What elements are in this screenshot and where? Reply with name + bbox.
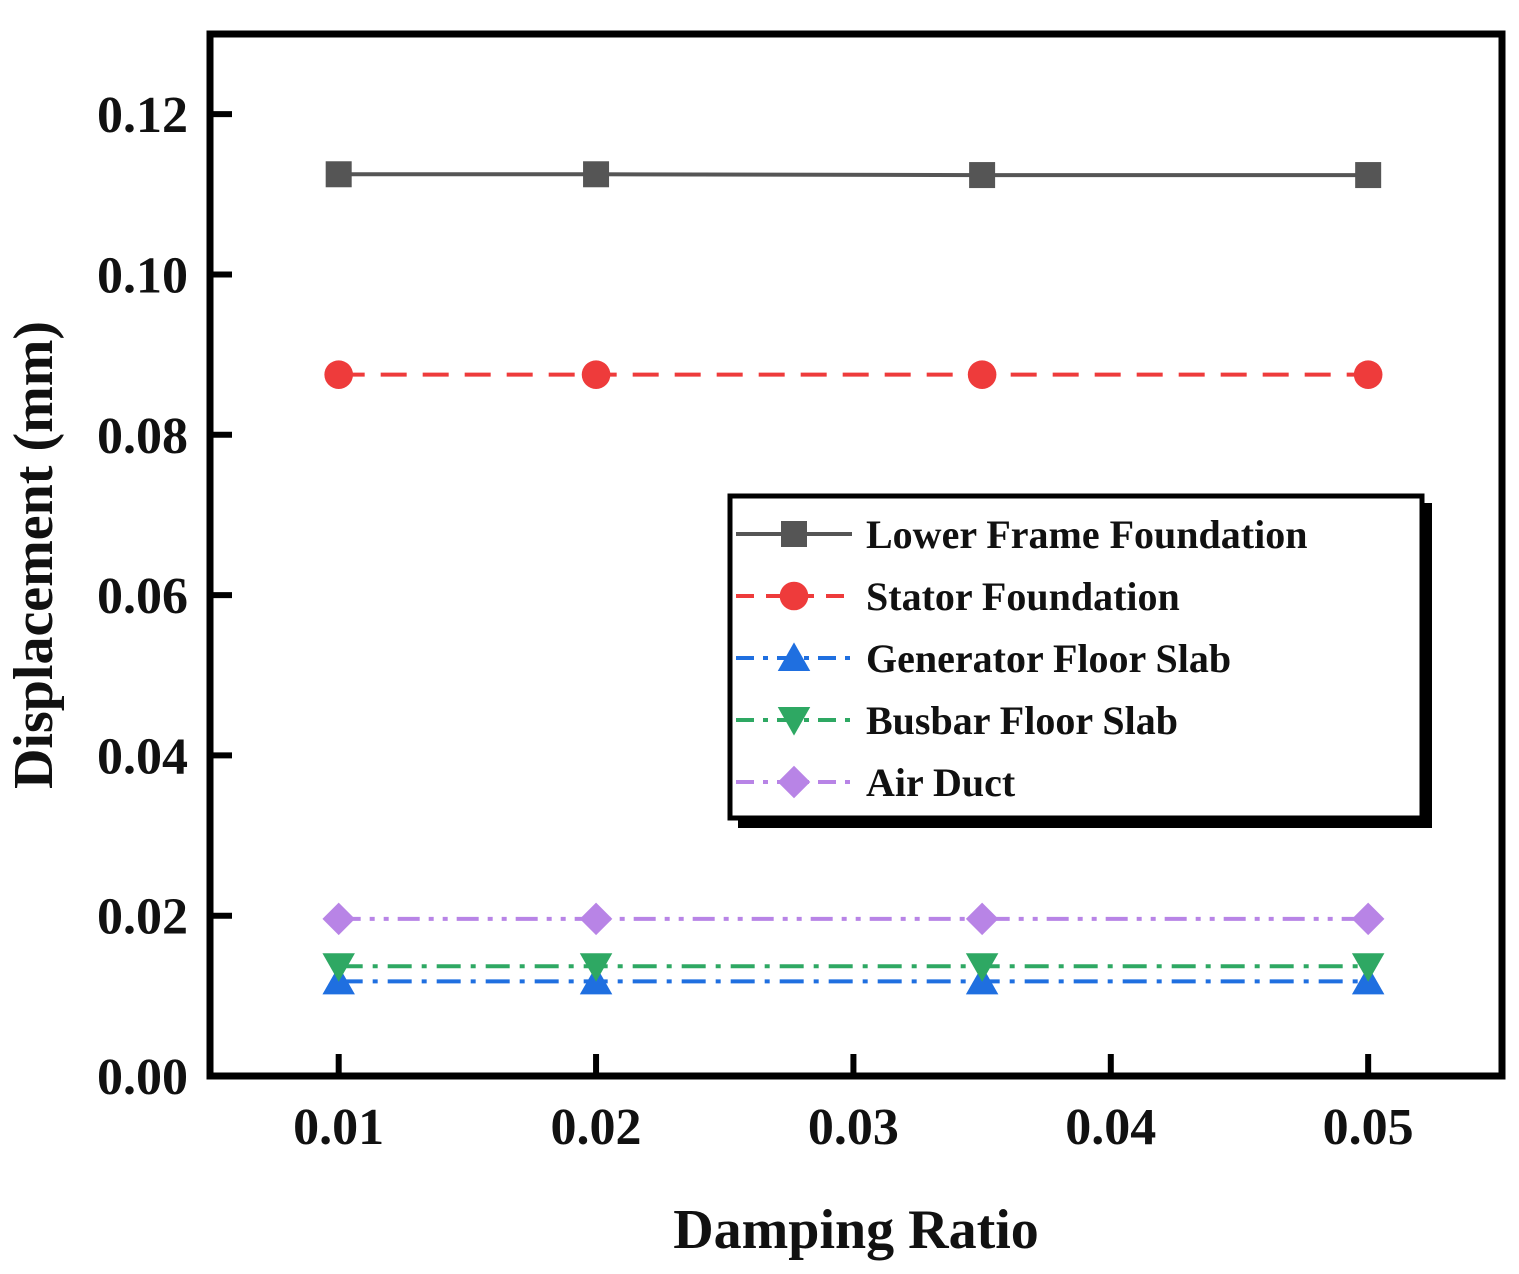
legend-label: Generator Floor Slab <box>866 636 1231 681</box>
y-tick-label: 0.06 <box>97 568 188 625</box>
y-tick-label: 0.02 <box>97 889 188 946</box>
legend-marker <box>777 707 811 736</box>
series-1 <box>324 360 1383 389</box>
data-point <box>1353 360 1383 389</box>
data-point <box>324 360 353 389</box>
data-point <box>325 161 352 188</box>
x-tick-label: 0.03 <box>808 1099 899 1156</box>
data-point <box>579 902 613 936</box>
x-axis-title: Damping Ratio <box>673 1199 1039 1261</box>
legend-item: Generator Floor Slab <box>736 636 1231 681</box>
data-point <box>1351 902 1385 936</box>
x-tick-label: 0.04 <box>1065 1099 1156 1156</box>
legend-label: Busbar Floor Slab <box>866 698 1178 743</box>
legend-marker <box>781 521 807 547</box>
data-point <box>579 953 613 982</box>
legend-label: Stator Foundation <box>866 574 1180 619</box>
y-tick-label: 0.12 <box>97 87 188 144</box>
y-tick-label: 0.00 <box>97 1049 188 1106</box>
y-tick-label: 0.08 <box>97 408 188 465</box>
legend-item: Lower Frame Foundation <box>736 512 1307 557</box>
plot-marks <box>322 161 1385 995</box>
series-4 <box>322 902 1385 936</box>
y-tick-label: 0.10 <box>97 247 188 304</box>
series-0 <box>325 161 1382 189</box>
data-point <box>965 953 999 982</box>
x-axis: 0.01 0.02 0.03 0.04 0.05 <box>293 1054 1414 1156</box>
legend-marker <box>777 642 811 671</box>
legend-label: Air Duct <box>866 760 1016 805</box>
series-3 <box>322 953 1385 982</box>
data-point <box>967 360 997 389</box>
x-tick-label: 0.05 <box>1323 1099 1414 1156</box>
legend-item: Busbar Floor Slab <box>736 698 1178 743</box>
data-point <box>965 902 999 936</box>
x-tick-label: 0.01 <box>293 1099 384 1156</box>
y-axis-title: Displacement (mm) <box>3 321 65 789</box>
data-point <box>1351 953 1385 982</box>
data-point <box>1355 162 1382 189</box>
legend-marker <box>777 765 811 799</box>
data-point <box>583 161 610 188</box>
data-point <box>581 360 611 389</box>
legend-marker <box>779 581 809 611</box>
data-point <box>969 162 996 189</box>
y-tick-label: 0.04 <box>97 728 188 785</box>
data-point <box>322 953 355 982</box>
series-2 <box>322 965 1385 995</box>
series-line <box>338 172 1369 178</box>
x-tick-label: 0.02 <box>551 1099 642 1156</box>
legend: Lower Frame Foundation Stator Foundation G… <box>727 493 1432 828</box>
y-axis: 0.00 0.02 0.04 0.06 0.08 0.10 0.12 <box>97 87 232 1106</box>
legend-label: Lower Frame Foundation <box>866 512 1307 557</box>
legend-item: Air Duct <box>736 760 1016 805</box>
data-point <box>322 902 355 936</box>
legend-item: Stator Foundation <box>736 574 1180 619</box>
